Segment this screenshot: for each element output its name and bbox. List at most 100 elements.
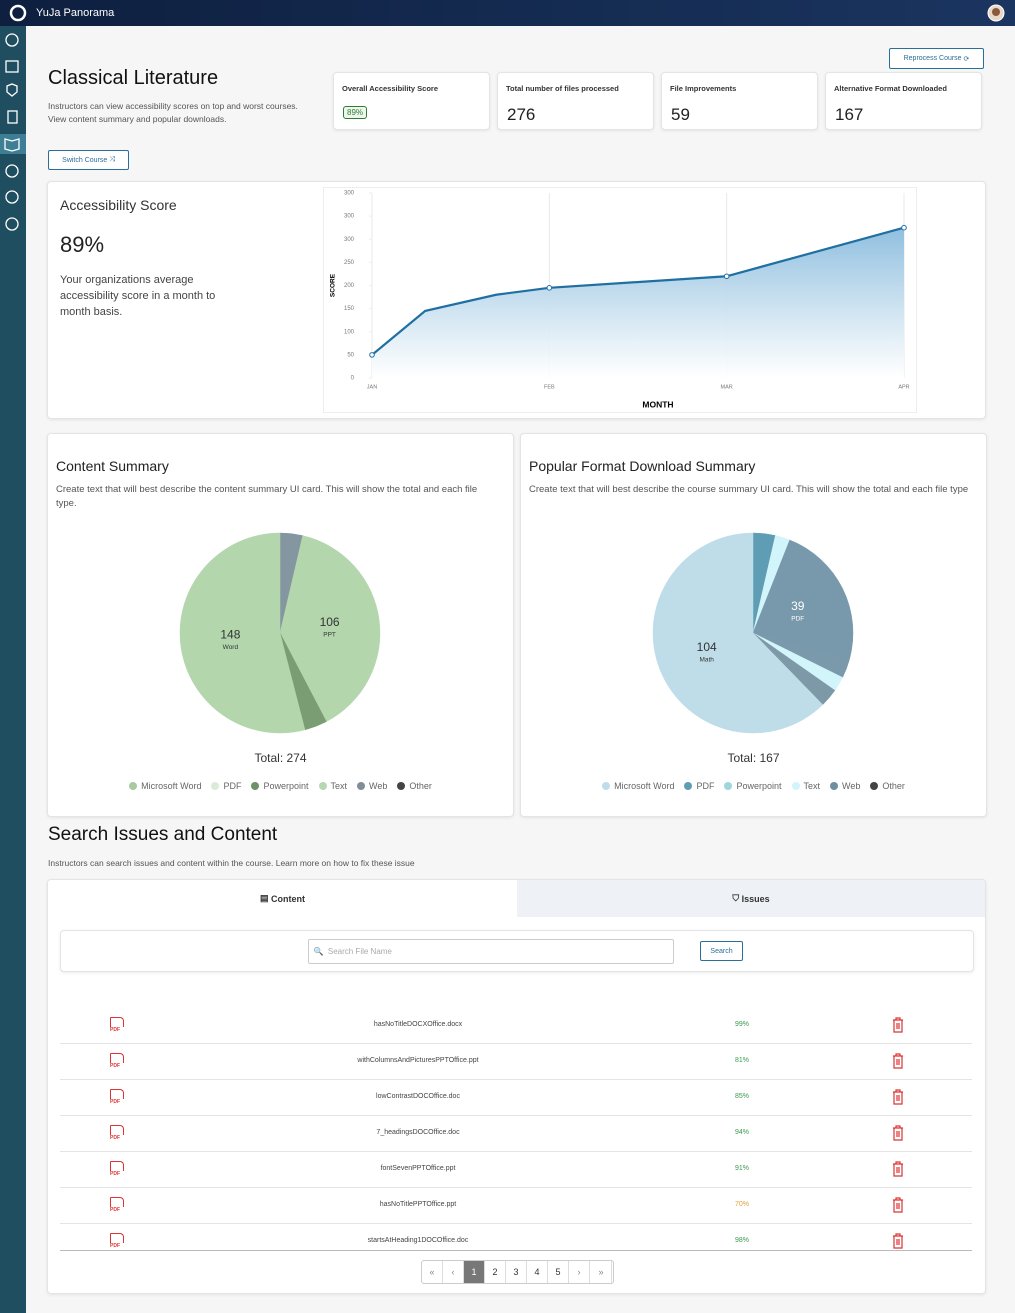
page-button[interactable]: 2	[485, 1261, 506, 1283]
legend-label: Web	[369, 781, 388, 791]
tab-label: Issues	[741, 893, 770, 904]
search-bar: 🔍 Search File Name Search	[60, 930, 974, 972]
file-score: 81%	[734, 1057, 749, 1064]
sidebar-icons[interactable]	[0, 26, 26, 246]
delete-icon[interactable]	[891, 1053, 905, 1069]
file-score: 85%	[734, 1093, 749, 1100]
accessibility-card: Accessibility Score 89% Your organizatio…	[47, 181, 986, 419]
delete-icon[interactable]	[891, 1089, 905, 1105]
reprocess-label: Reprocess Course	[903, 55, 962, 62]
legend-label: PDF	[223, 781, 242, 791]
file-table: PDF hasNoTitleDOCXOffice.docx 99% PDF withCo…	[60, 979, 972, 1251]
slice-label: PDF	[791, 615, 804, 622]
file-type: PDF	[110, 1207, 120, 1213]
stat-value: 276	[507, 105, 536, 124]
legend-label: Other	[882, 781, 905, 791]
y-axis-title: SCORE	[330, 273, 337, 297]
file-type: PDF	[110, 1243, 120, 1249]
reprocess-button[interactable]: Reprocess Course ⟳	[889, 48, 984, 69]
legend-swatch	[684, 782, 693, 790]
line	[371, 226, 905, 356]
y-tick-label: 200	[344, 283, 355, 289]
delete-icon[interactable]	[891, 1125, 905, 1141]
legend-label: PDF	[696, 781, 715, 791]
file-name: withColumnsAndPicturesPPTOffice.ppt	[357, 1057, 479, 1064]
legend-label: Powerpoint	[263, 781, 309, 791]
file-type: PDF	[110, 1135, 120, 1141]
delete-icon[interactable]	[891, 1017, 905, 1033]
pie-chart: 106 PPT 148 Word	[179, 532, 381, 734]
search-button[interactable]: Search	[700, 941, 743, 961]
legend-item: Powerpoint	[251, 781, 309, 791]
table-row: PDF fontSevenPPTOffice.ppt 91%	[60, 1151, 972, 1188]
switch-button[interactable]: Switch Course ⤨	[48, 150, 129, 170]
legend-item: Web	[830, 781, 860, 791]
chart-frame: 0 50 100 150 200 250 300 300 300 JAN FEB MAR APR SCOR…	[323, 187, 917, 413]
page-button[interactable]: 1	[464, 1261, 485, 1283]
stat-label: Total number of files processed	[506, 84, 619, 93]
legend-swatch	[251, 782, 260, 790]
legend-swatch	[318, 782, 327, 790]
legend-label: Powerpoint	[736, 781, 782, 791]
legend-swatch	[791, 782, 800, 790]
legend-label: Text	[330, 781, 348, 791]
point	[369, 352, 375, 358]
legend-swatch	[211, 782, 220, 790]
slice-value: 106	[320, 615, 340, 629]
search-title: Search Issues and Content	[48, 824, 278, 845]
page-nav[interactable]: ›	[569, 1261, 590, 1283]
slice-value: 148	[220, 627, 240, 641]
search-button-label: Search	[710, 947, 733, 955]
page-nav[interactable]: «	[422, 1261, 443, 1283]
search-input[interactable]: 🔍 Search File Name	[308, 939, 674, 964]
point	[723, 273, 730, 280]
file-icon	[110, 1197, 124, 1207]
delete-icon[interactable]	[891, 1197, 905, 1213]
y-tick-label: 100	[344, 329, 355, 335]
file-name: 7_headingsDOCOffice.doc	[376, 1129, 460, 1136]
x-tick-label: JAN	[367, 384, 377, 390]
page-button[interactable]: 3	[506, 1261, 527, 1283]
sidebar	[0, 26, 26, 1313]
page-button[interactable]: 4	[527, 1261, 548, 1283]
file-name: hasNoTitlePPTOffice.ppt	[379, 1201, 457, 1208]
top-bar: YuJa Panorama	[0, 0, 1015, 26]
legend: Microsoft Word PDF Powerpoint Text Web Other	[521, 781, 986, 791]
stat-label: Overall Accessibility Score	[342, 84, 439, 93]
legend-item: Microsoft Word	[602, 781, 674, 791]
table-row: PDF hasNoTitlePPTOffice.ppt 70%	[60, 1187, 972, 1224]
file-type: PDF	[110, 1099, 120, 1105]
delete-icon[interactable]	[891, 1161, 905, 1177]
y-tick-label: 300	[344, 237, 355, 243]
course-title: Classical Literature	[48, 67, 219, 89]
stat-label: File Improvements	[670, 84, 737, 93]
card-title: Accessibility Score	[60, 197, 177, 213]
file-score: 99%	[734, 1021, 749, 1028]
y-tick-label: 300	[344, 214, 355, 220]
score-description: Your organizations average accessibility…	[60, 274, 216, 318]
file-name: fontSevenPPTOffice.ppt	[380, 1165, 456, 1172]
avatar[interactable]	[987, 4, 1005, 22]
x-tick-label: FEB	[544, 384, 555, 390]
y-tick-label: 150	[344, 306, 355, 312]
stat-label: Alternative Format Downloaded	[834, 84, 947, 93]
page-button[interactable]: 5	[548, 1261, 569, 1283]
x-tick-label: MAR	[721, 384, 733, 390]
file-type: PDF	[110, 1171, 120, 1177]
legend-label: Other	[409, 781, 432, 791]
delete-icon[interactable]	[891, 1233, 905, 1249]
legend-swatch	[602, 782, 611, 790]
legend-label: Web	[842, 781, 861, 791]
page-nav[interactable]: ‹	[443, 1261, 464, 1283]
legend-swatch	[129, 782, 138, 790]
page-nav[interactable]: »	[591, 1261, 612, 1283]
tab-issues[interactable]: ⛉ Issues	[517, 880, 985, 917]
legend-item: PDF	[211, 781, 241, 791]
search-description: Instructors can search issues and conten…	[48, 858, 415, 868]
legend-swatch	[724, 782, 733, 790]
pie-total: Total: 274	[254, 751, 307, 765]
file-type: PDF	[110, 1027, 120, 1033]
tab-content[interactable]: ▤ Content	[259, 893, 305, 904]
stat-value: 59	[671, 105, 690, 124]
